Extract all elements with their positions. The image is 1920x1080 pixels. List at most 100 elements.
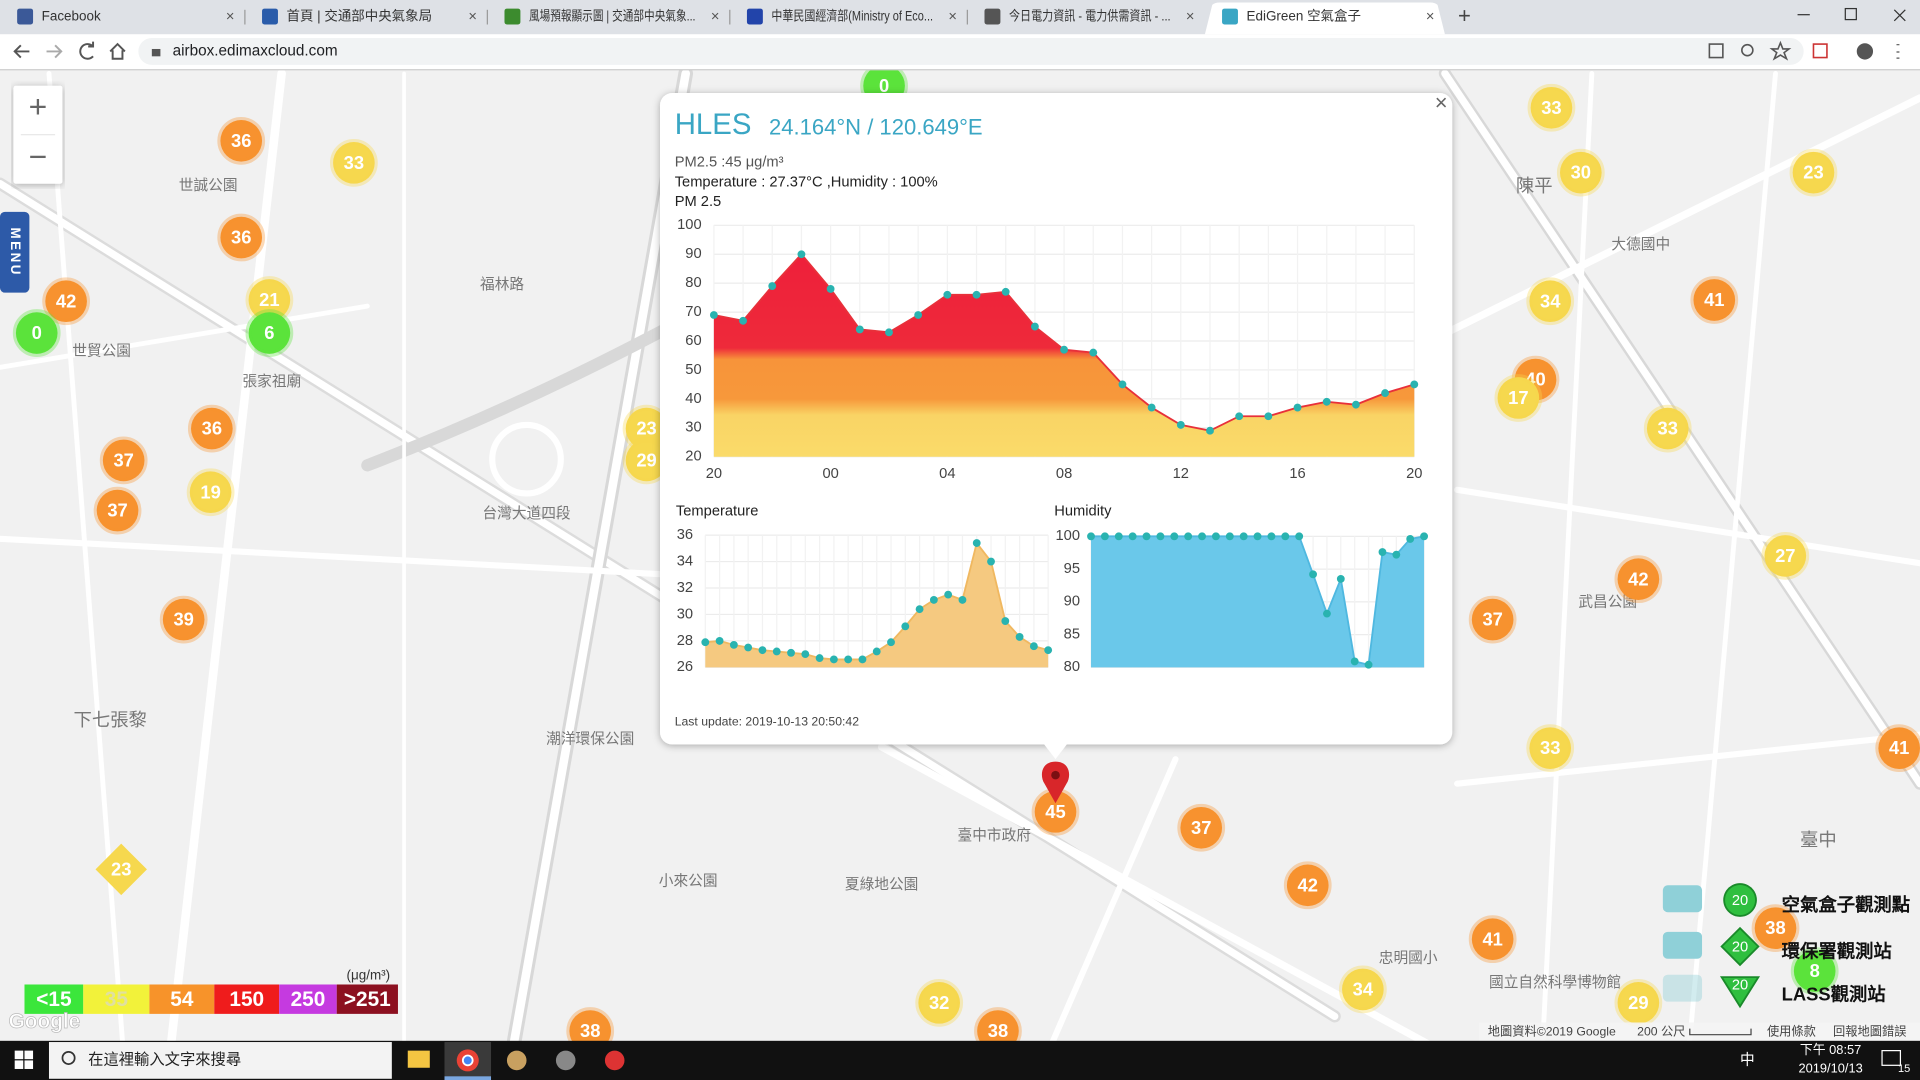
point [1392,550,1401,559]
marker[interactable] [93,486,142,535]
marker[interactable] [1494,374,1543,422]
marker[interactable] [99,436,148,485]
tab-title[interactable]: 今日電力資訊 - 電力供需資訊 - ... [1009,9,1171,24]
search-box[interactable] [48,1042,392,1079]
y-tick-label: 30 [685,420,701,436]
app[interactable] [555,1050,576,1071]
bookmark[interactable] [1769,40,1792,61]
marker[interactable] [187,404,236,453]
tab-close[interactable]: × [711,9,720,25]
app[interactable] [506,1050,527,1071]
tab-favicon [1222,8,1238,25]
place-label: 陳平 [1516,175,1553,196]
marker[interactable] [1527,83,1576,132]
reload[interactable] [79,41,95,60]
marker[interactable] [1338,965,1387,1014]
marker[interactable] [1526,724,1575,773]
explorer[interactable] [407,1050,430,1068]
profile[interactable] [1856,43,1874,60]
tab-close[interactable]: × [948,9,957,25]
marker[interactable] [1556,148,1605,197]
point [914,311,923,319]
marker[interactable] [915,978,964,1027]
report[interactable]: 回報地圖錯誤 [1833,1023,1906,1038]
diamond-marker[interactable] [95,843,147,896]
tab-title[interactable]: EdiGreen 空氣盒子 [1247,8,1361,24]
tab-title[interactable]: 中華民國經濟部(Ministry of Eco... [771,9,933,24]
start-button[interactable] [14,1050,34,1069]
tab-title[interactable]: 風場預報顯示圖 | 交通部中央氣象... [529,8,696,24]
extension[interactable] [1812,43,1828,59]
point [709,311,718,319]
back[interactable] [13,44,30,59]
marker[interactable] [1177,803,1226,852]
notifications[interactable] [1881,1050,1902,1066]
tab-title[interactable]: 首頁 | 交通部中央氣象局 [287,8,433,24]
station-label: LASS觀測站 [1782,983,1886,1004]
station-badge-label: 20 [1732,940,1748,956]
tab-close[interactable]: × [226,9,235,25]
maximize[interactable] [1844,7,1857,21]
marker[interactable] [42,277,90,326]
station-icon [1662,974,1703,1002]
menu-tab[interactable] [0,211,30,293]
point [1336,574,1345,583]
marker[interactable] [1526,277,1575,326]
tab-close[interactable]: × [1186,9,1195,25]
tab-close[interactable]: × [1426,9,1435,25]
marker[interactable] [1875,724,1920,773]
zoom-out[interactable]: − [29,139,48,175]
marker[interactable] [1468,915,1517,964]
point [1253,532,1262,541]
marker[interactable] [186,468,235,517]
forward[interactable] [46,44,63,59]
close-window[interactable] [1893,9,1906,22]
point [958,595,967,604]
ime[interactable]: 中 [1740,1051,1755,1068]
point [855,325,864,334]
clock-date[interactable]: 2019/10/13 [1798,1060,1862,1075]
marker[interactable] [159,595,208,644]
marker[interactable] [1751,904,1800,953]
tab-title[interactable]: Facebook [42,9,101,24]
marker[interactable] [1789,148,1838,197]
marker[interactable] [1761,532,1810,580]
zoom-in[interactable]: + [29,88,48,124]
marker[interactable] [1614,555,1663,604]
marker-label: 38 [580,1020,600,1041]
terms[interactable]: 使用條款 [1767,1023,1816,1038]
new-tab[interactable]: + [1458,3,1471,28]
point [815,654,824,663]
point [1350,657,1359,666]
place-label: 福林路 [480,276,524,293]
popup-close[interactable]: × [1435,90,1448,115]
zoom[interactable] [1741,43,1754,57]
legend-label: 250 [291,988,326,1011]
address-bar[interactable] [138,37,1804,65]
marker[interactable] [1468,595,1517,644]
marker[interactable] [245,309,294,357]
clock-time[interactable]: 下午 08:57 [1800,1042,1861,1057]
marker[interactable] [1790,947,1839,995]
marker[interactable] [330,138,378,187]
pm-reading: PM2.5 :45 μg/m³ [675,155,784,171]
app[interactable] [604,1050,625,1071]
marker[interactable] [12,309,61,357]
point [1029,642,1038,651]
scale-label: 200 公尺 [1637,1024,1685,1038]
marker[interactable] [1690,276,1739,324]
point [1030,322,1039,331]
marker[interactable] [217,116,266,165]
selected-pin[interactable] [1041,761,1070,804]
tab-close[interactable]: × [468,9,477,25]
marker[interactable] [1283,861,1332,910]
x-tick-label: 20 [1406,466,1422,482]
marker[interactable] [217,213,266,262]
place-label: 下七張黎 [73,709,146,730]
point [1264,412,1273,421]
translate[interactable] [1708,43,1724,59]
point [744,643,753,652]
marker[interactable] [1643,404,1692,453]
home[interactable] [109,42,126,60]
